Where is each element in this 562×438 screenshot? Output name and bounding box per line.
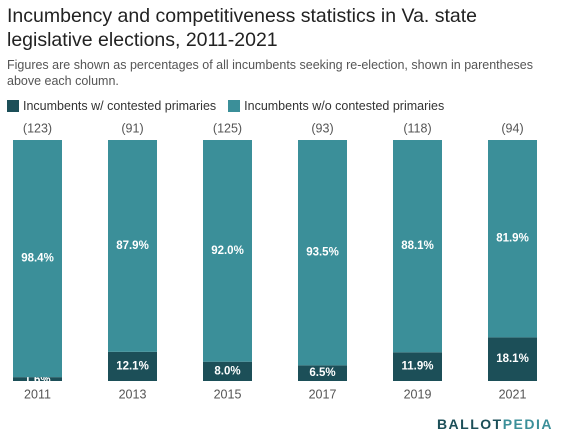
logo-part: PEDIA <box>503 416 553 432</box>
bar-segment <box>393 352 442 381</box>
bar-segment <box>203 140 252 362</box>
bar-segment <box>393 140 442 353</box>
bar-segment <box>298 140 347 366</box>
bar-segment <box>108 140 157 352</box>
legend-label: Incumbents w/o contested primaries <box>244 99 445 113</box>
x-tick-label: 2021 <box>499 387 527 401</box>
column-count: (91) <box>121 121 143 135</box>
logo: BALLOTPEDIA <box>437 416 553 432</box>
value-label: 88.1% <box>401 240 434 252</box>
column-count: (93) <box>311 121 333 135</box>
bar-segment <box>203 361 252 381</box>
value-label: 87.9% <box>116 240 149 252</box>
legend-item: Incumbents w/o contested primaries <box>228 99 444 113</box>
legend-item: Incumbents w/ contested primaries <box>7 99 216 113</box>
value-label: 81.9% <box>496 233 529 245</box>
bar-segment <box>488 140 537 338</box>
x-tick-label: 2015 <box>214 387 242 401</box>
column-count: (123) <box>23 121 52 135</box>
legend-swatch <box>7 100 19 112</box>
column-count: (118) <box>403 121 431 135</box>
bar-segment <box>488 337 537 381</box>
chart-subtitle: Figures are shown as percentages of all … <box>7 58 533 88</box>
value-label: 93.5% <box>306 247 339 259</box>
value-label: 6.5% <box>309 367 335 379</box>
value-label: 18.1% <box>496 353 529 365</box>
value-label: 11.9% <box>402 361 434 373</box>
value-label: 92.0% <box>211 245 244 257</box>
column-count: (125) <box>213 121 242 135</box>
legend-swatch <box>228 100 241 112</box>
value-label: 98.4% <box>21 253 54 265</box>
bar-segment <box>298 365 347 381</box>
x-tick-label: 2017 <box>309 387 337 401</box>
bar-segment <box>108 351 157 381</box>
value-label: 8.0% <box>214 365 240 377</box>
chart-title: Incumbency and competitiveness statistic… <box>7 5 478 51</box>
legend: Incumbents w/ contested primaries Incumbe… <box>7 99 444 113</box>
value-label: 12.1% <box>116 360 149 372</box>
column-count: (94) <box>501 121 523 135</box>
logo-part: BALLOT <box>437 416 503 432</box>
x-tick-label: 2011 <box>24 387 51 401</box>
bar-segment <box>13 140 62 378</box>
x-tick-label: 2013 <box>119 387 147 401</box>
bar-segment <box>13 377 62 381</box>
x-tick-label: 2019 <box>404 387 432 401</box>
legend-label: Incumbents w/ contested primaries <box>23 99 217 113</box>
